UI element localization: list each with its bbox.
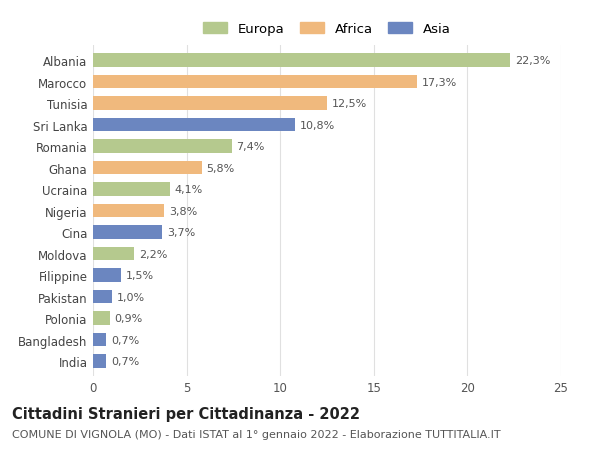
Text: 1,0%: 1,0% <box>116 292 145 302</box>
Text: 0,7%: 0,7% <box>111 356 139 366</box>
Text: 22,3%: 22,3% <box>515 56 551 66</box>
Text: 3,8%: 3,8% <box>169 206 197 216</box>
Text: Cittadini Stranieri per Cittadinanza - 2022: Cittadini Stranieri per Cittadinanza - 2… <box>12 406 360 421</box>
Text: 0,7%: 0,7% <box>111 335 139 345</box>
Text: 7,4%: 7,4% <box>236 142 265 152</box>
Text: 17,3%: 17,3% <box>422 78 457 87</box>
Text: 10,8%: 10,8% <box>300 120 335 130</box>
Text: 0,9%: 0,9% <box>115 313 143 324</box>
Bar <box>93 355 106 368</box>
Bar <box>93 269 121 282</box>
Text: 12,5%: 12,5% <box>332 99 367 109</box>
Text: 5,8%: 5,8% <box>206 163 235 173</box>
Text: 1,5%: 1,5% <box>126 270 154 280</box>
Text: COMUNE DI VIGNOLA (MO) - Dati ISTAT al 1° gennaio 2022 - Elaborazione TUTTITALIA: COMUNE DI VIGNOLA (MO) - Dati ISTAT al 1… <box>12 429 500 439</box>
Bar <box>93 140 232 153</box>
Bar <box>93 54 511 67</box>
Bar <box>93 205 164 218</box>
Bar <box>93 247 134 261</box>
Legend: Europa, Africa, Asia: Europa, Africa, Asia <box>203 22 451 36</box>
Text: 2,2%: 2,2% <box>139 249 167 259</box>
Bar <box>93 97 327 111</box>
Bar <box>93 162 202 175</box>
Bar <box>93 312 110 325</box>
Bar <box>93 118 295 132</box>
Bar <box>93 226 162 239</box>
Bar <box>93 183 170 196</box>
Bar <box>93 291 112 304</box>
Bar <box>93 76 417 89</box>
Text: 3,7%: 3,7% <box>167 228 195 238</box>
Text: 4,1%: 4,1% <box>175 185 203 195</box>
Bar <box>93 333 106 347</box>
